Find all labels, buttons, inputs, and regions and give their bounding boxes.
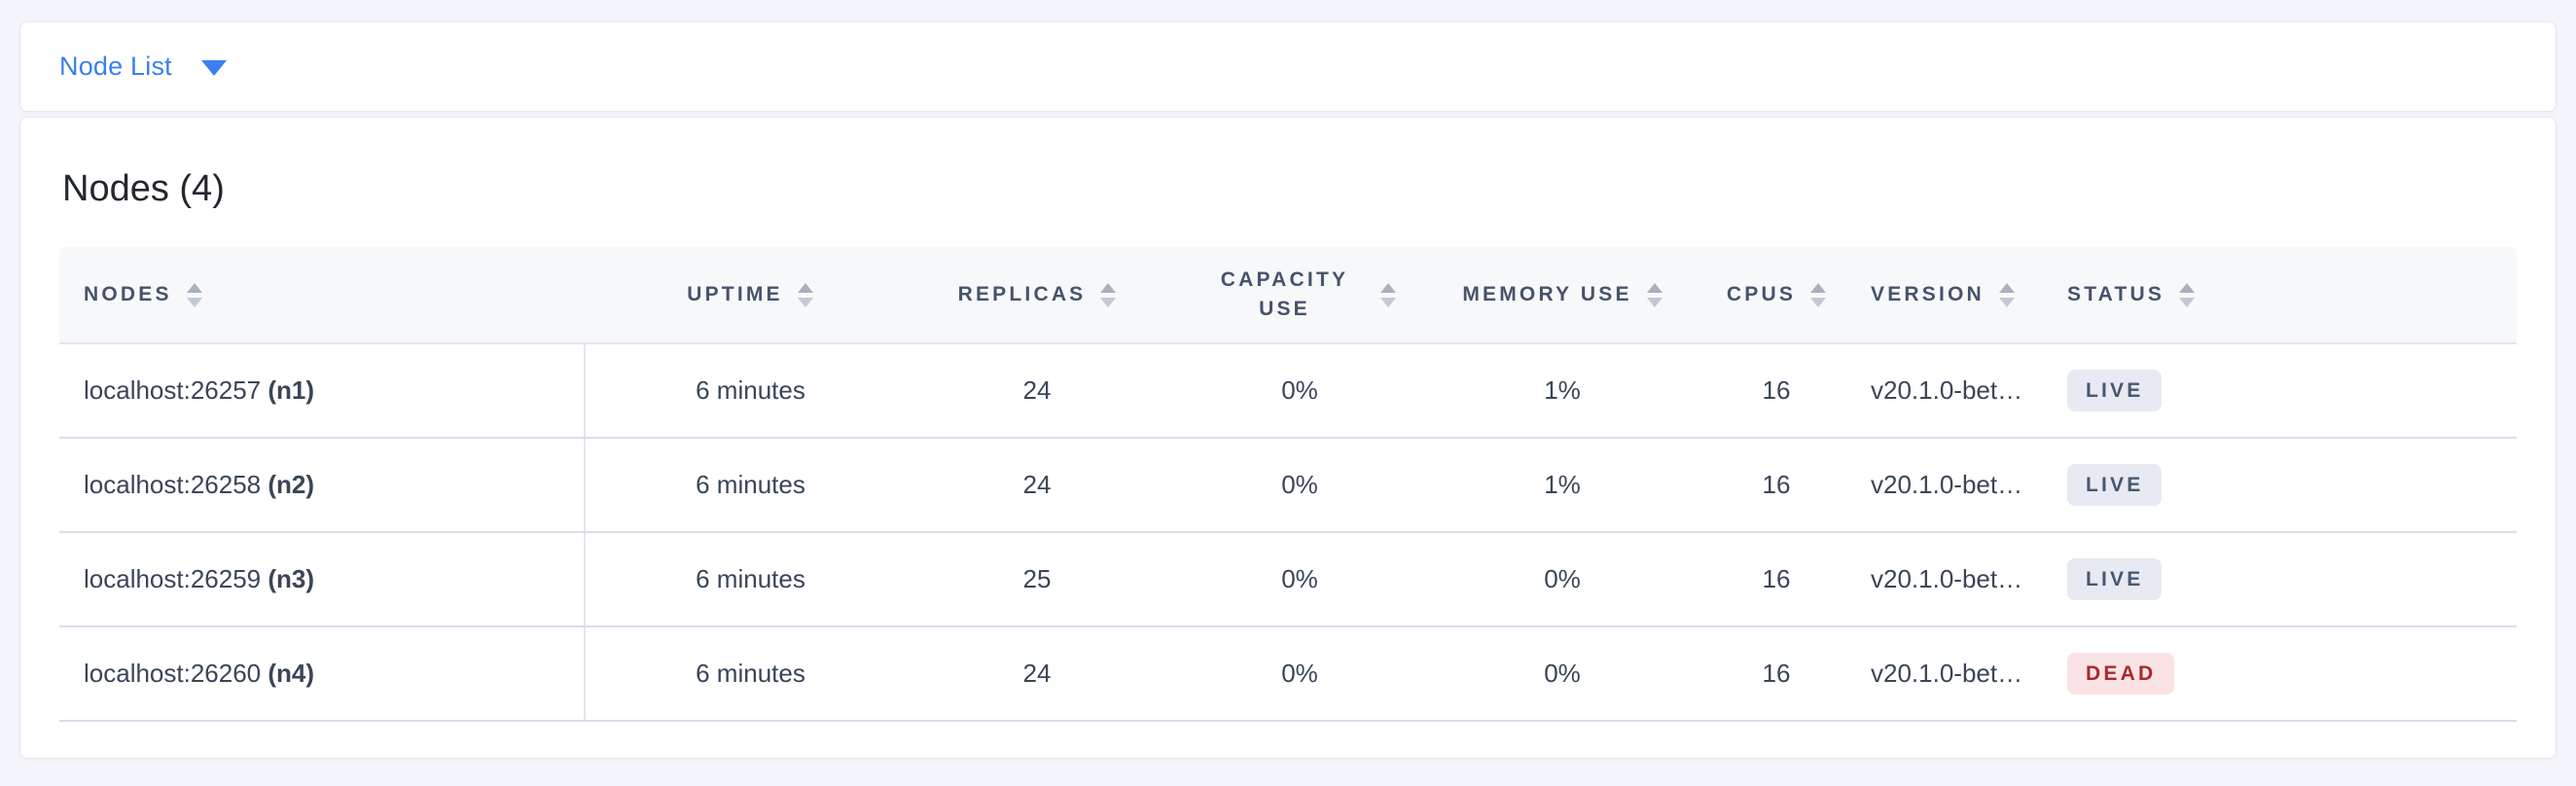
capacity-use-cell: 0% — [1159, 626, 1441, 722]
cpus-cell: 16 — [1684, 438, 1869, 533]
sort-icon — [186, 282, 202, 307]
status-badge: LIVE — [2067, 558, 2163, 600]
replicas-cell: 24 — [915, 438, 1159, 533]
status-badge: DEAD — [2067, 653, 2175, 695]
sort-icon — [1379, 282, 1396, 307]
node-id: (n2) — [268, 470, 315, 499]
version-cell: v20.1.0-bet… — [1869, 438, 2054, 533]
cpus-cell: 16 — [1684, 626, 1869, 722]
capacity-use-cell: 0% — [1159, 438, 1441, 533]
node-id: (n4) — [268, 659, 315, 688]
status-cell: DEAD — [2054, 626, 2517, 722]
version-cell: v20.1.0-bet… — [1869, 626, 2054, 722]
column-header-memory-use[interactable]: MEMORY USE — [1441, 247, 1684, 344]
node-address-cell: localhost:26257 (n1) — [59, 343, 586, 439]
sort-icon — [1998, 282, 2015, 307]
column-header-cpus[interactable]: CPUS — [1684, 247, 1869, 344]
memory-use-cell: 0% — [1441, 626, 1684, 722]
table-header-row: NODES UPTIME REPLICAS CAPACITY USE MEMOR… — [59, 247, 2517, 344]
sort-icon — [1100, 282, 1117, 307]
sort-icon — [1646, 282, 1663, 307]
sort-icon — [1810, 282, 1827, 307]
node-address-cell: localhost:26258 (n2) — [59, 438, 586, 533]
memory-use-cell: 0% — [1441, 532, 1684, 627]
node-address-cell: localhost:26260 (n4) — [59, 626, 586, 722]
memory-use-cell: 1% — [1441, 343, 1684, 439]
page-title: Nodes (4) — [62, 168, 225, 209]
version-cell: v20.1.0-bet… — [1869, 343, 2054, 439]
uptime-cell: 6 minutes — [585, 438, 915, 533]
view-selector-dropdown[interactable]: Node List — [59, 52, 227, 82]
table-row: localhost:26257 (n1) 6 minutes 24 0% 1% … — [59, 343, 2517, 439]
replicas-cell: 24 — [915, 626, 1159, 722]
sort-icon — [2179, 282, 2196, 307]
status-cell: LIVE — [2054, 343, 2517, 439]
column-header-status[interactable]: STATUS — [2054, 247, 2517, 344]
chevron-down-icon — [200, 60, 227, 76]
column-header-version[interactable]: VERSION — [1869, 247, 2054, 344]
uptime-cell: 6 minutes — [585, 343, 915, 439]
view-selector-label: Node List — [59, 52, 172, 81]
column-header-capacity-use[interactable]: CAPACITY USE — [1159, 247, 1441, 344]
column-header-replicas[interactable]: REPLICAS — [915, 247, 1159, 344]
replicas-cell: 24 — [915, 343, 1159, 439]
status-cell: LIVE — [2054, 532, 2517, 627]
table-row: localhost:26260 (n4) 6 minutes 24 0% 0% … — [59, 626, 2517, 722]
nodes-table: NODES UPTIME REPLICAS CAPACITY USE MEMOR… — [59, 247, 2517, 722]
table-row: localhost:26258 (n2) 6 minutes 24 0% 1% … — [59, 438, 2517, 533]
table-row: localhost:26259 (n3) 6 minutes 25 0% 0% … — [59, 532, 2517, 627]
uptime-cell: 6 minutes — [585, 532, 915, 627]
node-address-cell: localhost:26259 (n3) — [59, 532, 586, 627]
status-badge: LIVE — [2067, 370, 2163, 411]
version-cell: v20.1.0-bet… — [1869, 532, 2054, 627]
status-cell: LIVE — [2054, 438, 2517, 533]
node-id: (n1) — [268, 375, 315, 405]
uptime-cell: 6 minutes — [585, 626, 915, 722]
nodes-panel: Nodes (4) NODES UPTIME REPLICAS CAPACITY… — [19, 117, 2557, 759]
view-selector-bar: Node List — [19, 21, 2557, 112]
sort-icon — [797, 282, 813, 307]
column-header-uptime[interactable]: UPTIME — [585, 247, 915, 344]
capacity-use-cell: 0% — [1159, 532, 1441, 627]
memory-use-cell: 1% — [1441, 438, 1684, 533]
status-badge: LIVE — [2067, 464, 2163, 506]
replicas-cell: 25 — [915, 532, 1159, 627]
node-id: (n3) — [268, 564, 315, 593]
capacity-use-cell: 0% — [1159, 343, 1441, 439]
cpus-cell: 16 — [1684, 343, 1869, 439]
cpus-cell: 16 — [1684, 532, 1869, 627]
column-header-nodes[interactable]: NODES — [59, 247, 585, 344]
